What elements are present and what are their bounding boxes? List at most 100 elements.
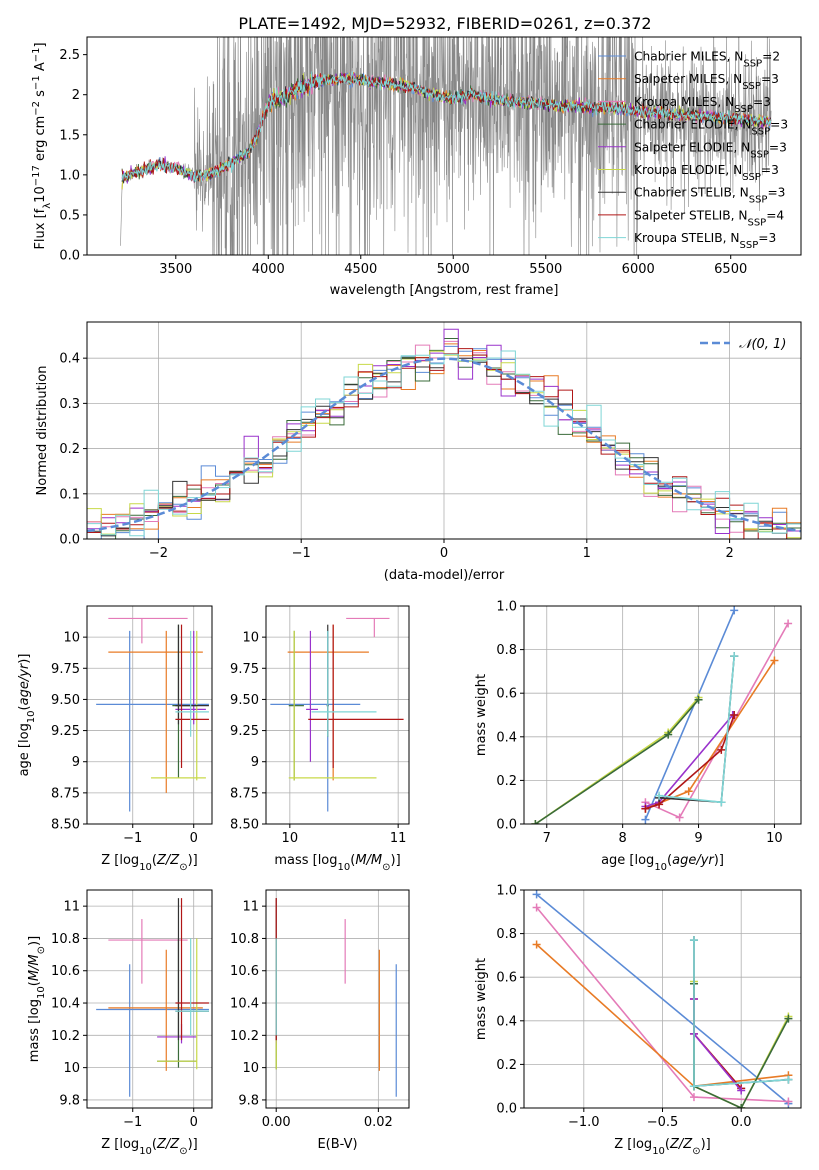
y-tick-label: 10.2 bbox=[230, 1029, 259, 1044]
legend-entry: Chabrier MILES, NSSP=2 bbox=[634, 50, 780, 70]
y-tick-label: 0.0 bbox=[496, 818, 517, 833]
y-tick-label: 9 bbox=[251, 755, 259, 770]
axes-frame bbox=[265, 605, 410, 825]
axes-z_mass: −1 0 9.8 10 10.2 10.4 10.6 10.8 11 Z [log10(Z/Z⊙)… bbox=[27, 889, 213, 1157]
x-tick-label: 10 bbox=[766, 831, 783, 846]
weight-marker bbox=[784, 619, 793, 628]
weight-marker bbox=[531, 820, 540, 824]
x-tick-label: −1 bbox=[123, 1115, 142, 1130]
weight-marker bbox=[532, 903, 541, 912]
age_weight-series bbox=[531, 606, 793, 824]
axes-frame bbox=[265, 889, 410, 1109]
y-tick-label: 10.8 bbox=[230, 932, 259, 947]
y-tick-label: 0.3 bbox=[59, 397, 80, 412]
x-tick-label: −0.5 bbox=[647, 1115, 679, 1130]
legend-entry: Salpeter ELODIE, NSSP=3 bbox=[634, 140, 787, 160]
weight-marker bbox=[730, 652, 739, 661]
legend-entry: Kroupa ELODIE, NSSP=3 bbox=[634, 163, 779, 183]
y-tick-label: 10 bbox=[63, 631, 80, 646]
weight-series bbox=[534, 699, 700, 824]
y-tick-label: 0.1 bbox=[59, 487, 80, 502]
y-tick-label: 1.0 bbox=[59, 168, 80, 183]
axes-z_weight: −1.0 −0.5 0.0 0.0 0.2 0.4 0.6 0.8 1.0 Z [log10(Z/… bbox=[474, 884, 802, 1157]
y-tick-label: 9.50 bbox=[51, 693, 80, 708]
weight-marker bbox=[689, 936, 698, 945]
residual-plot bbox=[87, 328, 801, 539]
weight-marker bbox=[717, 745, 726, 754]
axes-frame bbox=[86, 889, 213, 1109]
y-tick-label: 8.50 bbox=[51, 818, 80, 833]
weight-marker bbox=[641, 804, 650, 813]
weight-marker bbox=[532, 940, 541, 949]
y-axis-label: age [log10(age/yr)] bbox=[17, 654, 37, 777]
y-tick-label: 9.8 bbox=[59, 1093, 80, 1108]
y-tick-label: 10 bbox=[63, 1061, 80, 1076]
x-tick-label: 1 bbox=[583, 546, 591, 561]
y-tick-label: 8.75 bbox=[51, 786, 80, 801]
axes-ebv_mass: 0.00 0.02 9.8 10 10.2 10.4 10.6 10.8 11 E(B-V) bbox=[230, 889, 410, 1152]
x-tick-label: −2 bbox=[149, 546, 168, 561]
x-axis-label: wavelength [Angstrom, rest frame] bbox=[330, 283, 559, 298]
weight-marker bbox=[737, 1104, 746, 1108]
x-tick-label: 0 bbox=[190, 1115, 198, 1130]
y-tick-label: 0.0 bbox=[59, 249, 80, 264]
y-tick-label: 10 bbox=[242, 1061, 259, 1076]
axes-frame bbox=[86, 605, 213, 825]
weight-marker bbox=[655, 791, 664, 800]
y-tick-label: 9.25 bbox=[51, 724, 80, 739]
weight-marker bbox=[717, 798, 726, 807]
x-tick-label: 5500 bbox=[529, 262, 562, 277]
weight-marker bbox=[532, 890, 541, 899]
x-tick-label: 0 bbox=[440, 546, 448, 561]
weight-marker bbox=[641, 815, 650, 824]
x-tick-label: 4500 bbox=[344, 262, 377, 277]
x-tick-label: 0.00 bbox=[262, 1115, 291, 1130]
y-tick-label: 0.2 bbox=[59, 442, 80, 457]
y-axis-label: Flux [fλ10−17 erg cm−2 s−1 A−1] bbox=[31, 42, 53, 249]
weight-series bbox=[644, 610, 735, 820]
weight-marker bbox=[784, 1014, 793, 1023]
figure-title: PLATE=1492, MJD=52932, FIBERID=0261, z=0… bbox=[238, 14, 651, 33]
axes-z_age: −1 0 8.50 8.75 9 9.25 9.50 9.75 10 Z [log10(Z/Z⊙)… bbox=[17, 605, 213, 873]
weight-marker bbox=[770, 656, 779, 665]
x-tick-label: 7 bbox=[543, 831, 551, 846]
legend-entry: Kroupa STELIB, NSSP=3 bbox=[634, 231, 776, 251]
y-tick-label: 10.6 bbox=[51, 964, 80, 979]
y-tick-label: 10.2 bbox=[51, 1029, 80, 1044]
y-tick-label: 0.8 bbox=[496, 643, 517, 658]
y-tick-label: 2 bbox=[72, 88, 80, 103]
y-tick-label: 0.5 bbox=[59, 208, 80, 223]
y-tick-label: 11 bbox=[242, 900, 259, 915]
y-tick-label: 1.0 bbox=[496, 884, 517, 899]
weight-series bbox=[536, 893, 789, 1105]
observed-spectrum bbox=[120, 37, 772, 255]
y-tick-label: 2.5 bbox=[59, 48, 80, 63]
legend-entry: Chabrier STELIB, NSSP=3 bbox=[634, 186, 785, 206]
y-tick-label: 9.75 bbox=[51, 662, 80, 677]
legend-entry: Salpeter STELIB, NSSP=4 bbox=[634, 208, 784, 228]
legend-entry: Salpeter MILES, NSSP=3 bbox=[634, 72, 779, 92]
weight-marker bbox=[664, 730, 673, 739]
x-axis-label: Z [log10(Z/Z⊙)] bbox=[101, 1137, 198, 1157]
weight-series bbox=[534, 697, 700, 824]
y-tick-label: 0.4 bbox=[496, 1014, 517, 1029]
y-tick-label: 0.8 bbox=[496, 927, 517, 942]
weight-marker bbox=[675, 813, 684, 822]
y-tick-label: 0.6 bbox=[496, 971, 517, 986]
weight-marker bbox=[730, 711, 739, 719]
x-tick-label: −1.0 bbox=[568, 1115, 600, 1130]
x-axis-label: E(B-V) bbox=[317, 1137, 357, 1152]
axes-frame bbox=[523, 605, 802, 825]
y-tick-label: 9 bbox=[72, 755, 80, 770]
legend-entry: 𝒩(0, 1) bbox=[739, 337, 786, 352]
residual-histogram bbox=[87, 338, 801, 539]
y-tick-label: 1.0 bbox=[496, 600, 517, 615]
x-tick-label: 6500 bbox=[714, 262, 747, 277]
z_weight-series bbox=[532, 890, 793, 1108]
y-tick-label: 0.0 bbox=[496, 1102, 517, 1117]
y-tick-label: 1.5 bbox=[59, 128, 80, 143]
y-axis-label: Normed distribution bbox=[35, 366, 50, 496]
axes-residuals: −2 −1 0 1 2 0.0 0.1 0.2 0.3 0.4 𝒩(0, 1) (data-model… bbox=[35, 321, 802, 583]
x-tick-label: −1 bbox=[292, 546, 311, 561]
